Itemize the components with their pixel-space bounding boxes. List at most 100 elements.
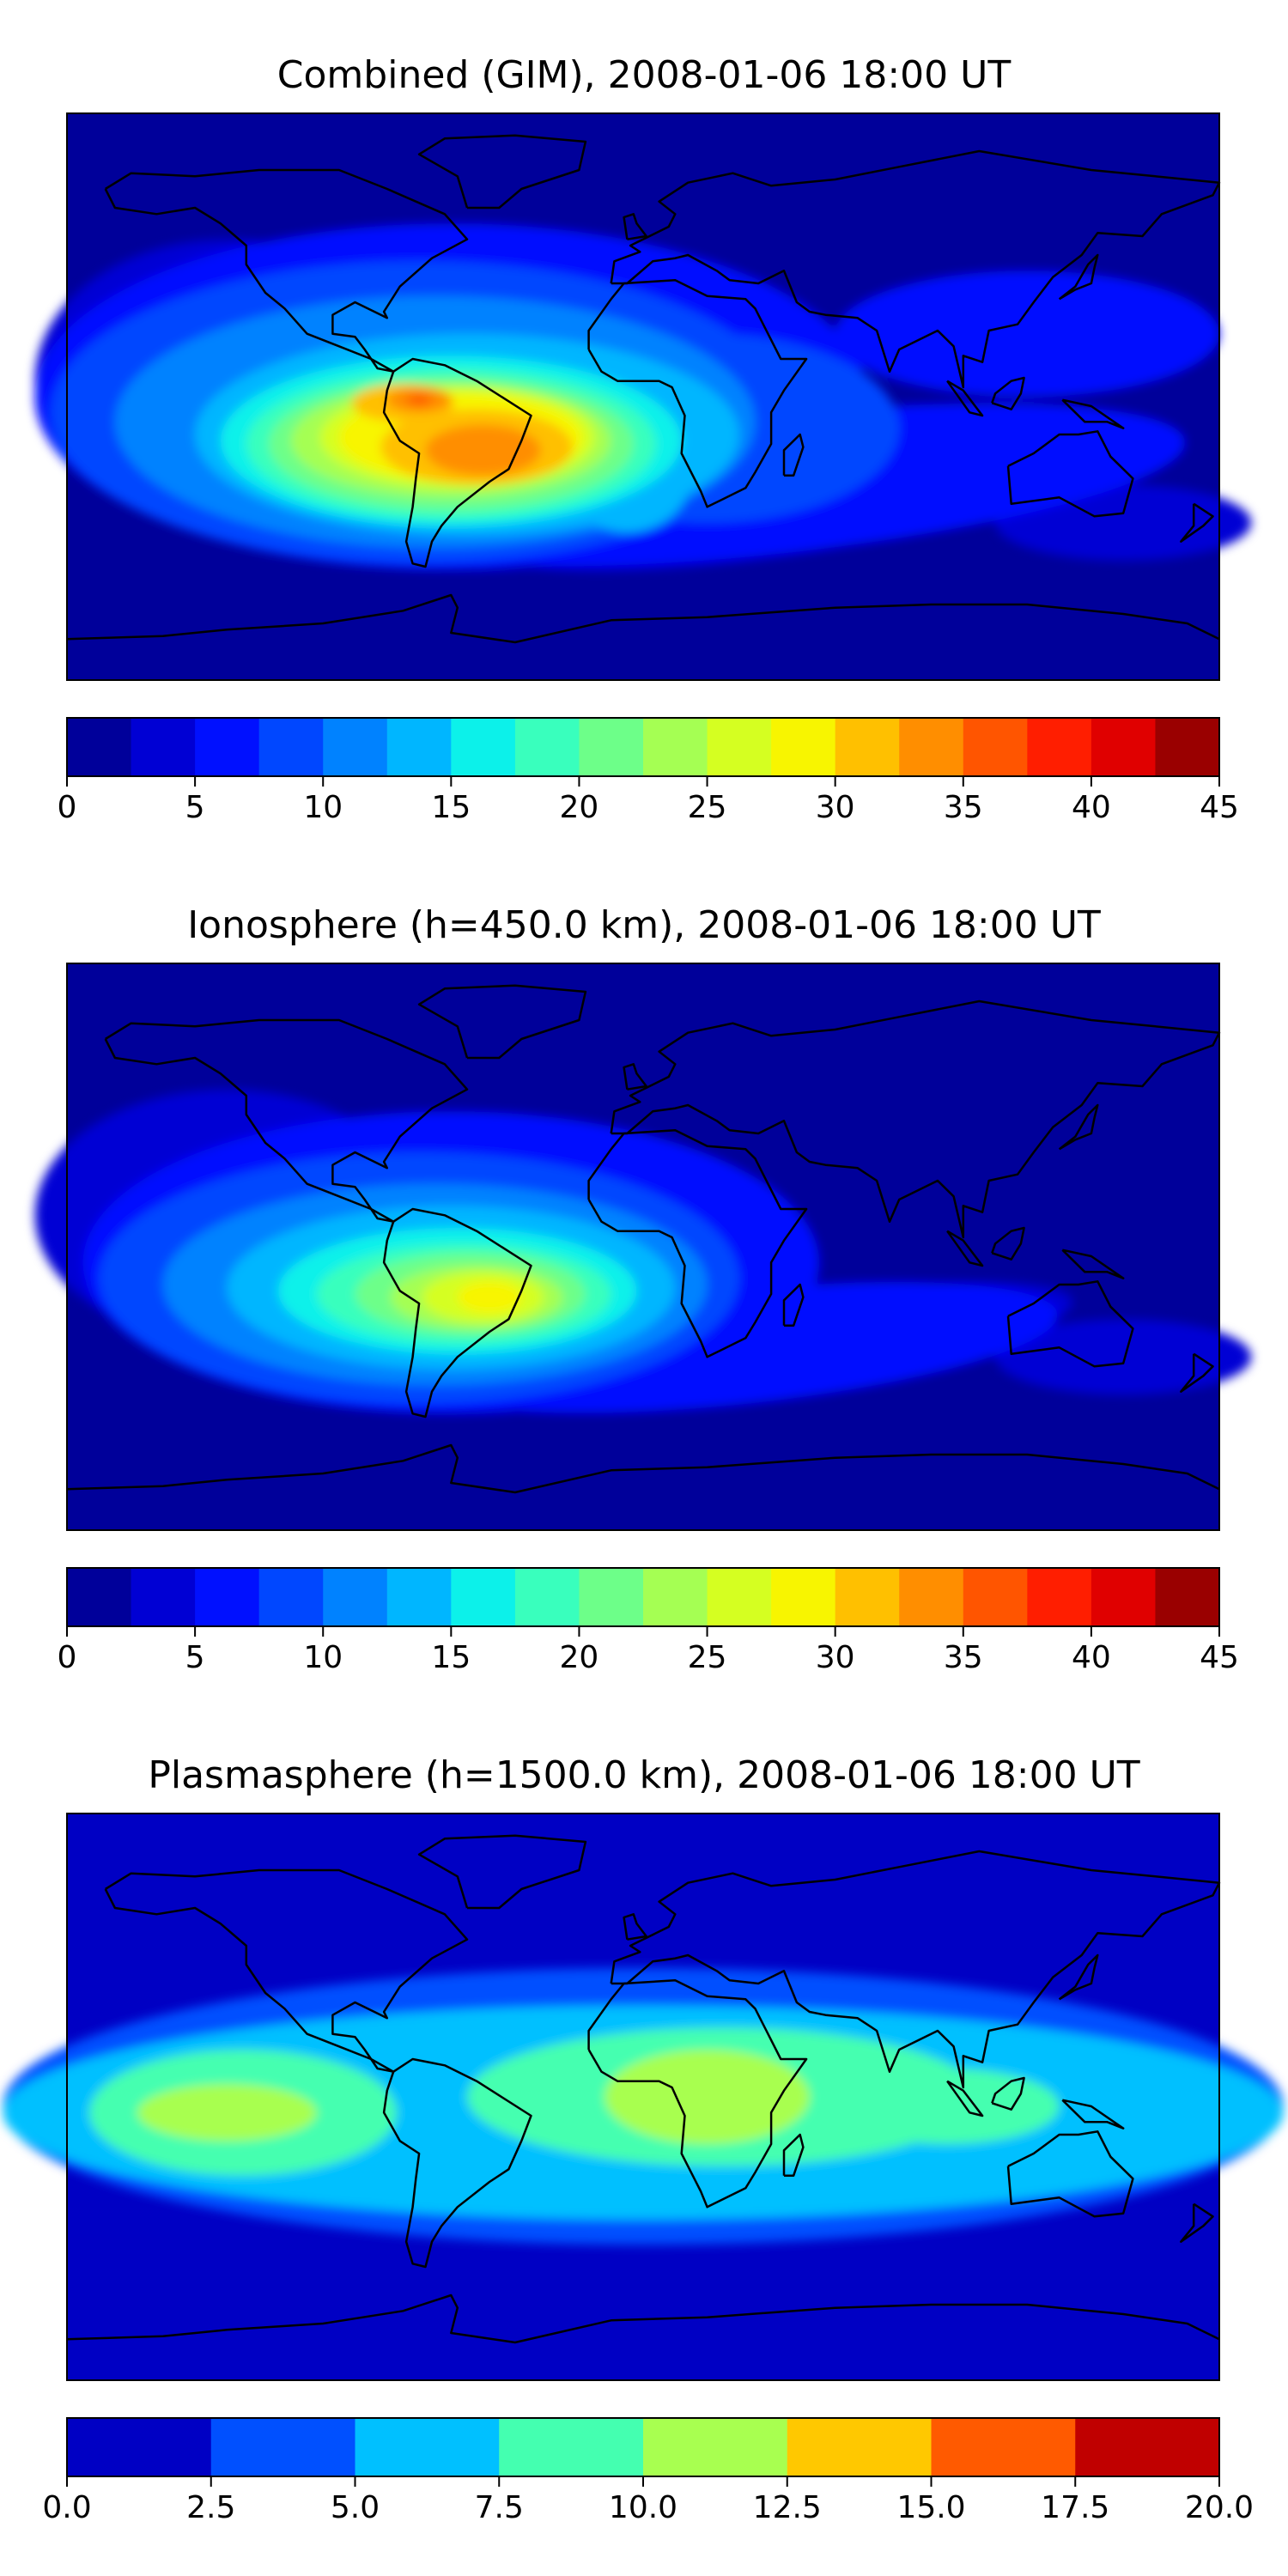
panel1-colorbar — [66, 717, 1220, 787]
panel2-colorbar-swatch-7 — [514, 1568, 580, 1626]
panel2-map-contour-10-0 — [457, 1281, 522, 1313]
panel3-map-coast-newGuinea — [1061, 2099, 1125, 2129]
panel3-map-coast-japan — [1058, 1953, 1099, 2001]
panel1-colorbar-swatch-3 — [258, 718, 324, 776]
panel2-colorbar-swatch-12 — [835, 1568, 900, 1626]
panel3-map-coast-africa — [587, 1979, 808, 2208]
panel3-map-coast-southAmerica — [382, 2057, 532, 2269]
panel2-map-frame — [66, 963, 1220, 1531]
panel3-colorbar-swatch-0 — [67, 2418, 212, 2476]
panel3-tick-label-6: 15.0 — [896, 2490, 966, 2525]
panel3-map-frame — [66, 1813, 1220, 2381]
panel1-tick-label-0: 0 — [57, 790, 77, 825]
panel2-tick-label-6: 30 — [815, 1640, 855, 1675]
panel1-colorbar-swatch-0 — [67, 718, 132, 776]
panel2-tick-label-7: 35 — [943, 1640, 983, 1675]
panel2-map-coast-africa — [587, 1129, 808, 1358]
panel2-colorbar-swatch-8 — [579, 1568, 644, 1626]
panel2-map-coastlines — [66, 984, 1221, 1494]
panel1-tick-label-3: 15 — [431, 790, 471, 825]
panel3-map-contour-2-2 — [835, 2069, 1060, 2144]
panel3-colorbar-swatch-3 — [499, 2418, 644, 2476]
panel2-tick-label-9: 45 — [1200, 1640, 1239, 1675]
panel1-tick-label-6: 30 — [815, 790, 855, 825]
panel1-tick-label-9: 45 — [1200, 790, 1239, 825]
panel2-colorbar-swatch-16 — [1091, 1568, 1156, 1626]
panel3-tick-label-3: 7.5 — [474, 2490, 524, 2525]
panel1-map-coast-newZealand — [1180, 502, 1214, 543]
panel2-colorbar-swatch-11 — [771, 1568, 836, 1626]
panel1-colorbar-swatch-4 — [323, 718, 388, 776]
panel2-map-contour-0-2 — [995, 1319, 1252, 1395]
panel1-colorbar-swatch-1 — [131, 718, 196, 776]
panel3-map-coast-greenland — [417, 1834, 587, 1910]
panel3-colorbar-swatch-4 — [643, 2418, 788, 2476]
panel2-tick-label-4: 20 — [559, 1640, 599, 1675]
panel2-colorbar-swatch-14 — [963, 1568, 1028, 1626]
panel1-map-contour-12-0 — [425, 425, 541, 476]
panel3-map-coast-madagascar — [782, 2133, 805, 2177]
panel3-map-coast-sumatra — [946, 2080, 984, 2117]
panel1-map-coast-japan — [1058, 253, 1099, 301]
panel1-map-contour-1-2 — [835, 270, 1219, 397]
panel3-tick-label-5: 12.5 — [752, 2490, 822, 2525]
panel3-title: Plasmasphere (h=1500.0 km), 2008-01-06 1… — [148, 1753, 1140, 1797]
panel2-colorbar-frame — [66, 1567, 1220, 1627]
panel2-map-coast-borneo — [991, 1226, 1025, 1261]
panel2-tick-label-2: 10 — [303, 1640, 343, 1675]
panel1-map-coast-southAmerica — [382, 357, 532, 568]
panel1-colorbar-swatch-9 — [643, 718, 708, 776]
panel1-colorbar-swatch-12 — [835, 718, 900, 776]
panel1-map-coast-europeAsia — [610, 149, 1221, 389]
panel1-map-coast-newGuinea — [1061, 398, 1125, 429]
panel1-title: Combined (GIM), 2008-01-06 18:00 UT — [276, 53, 1012, 97]
panel2-colorbar-swatch-15 — [1027, 1568, 1092, 1626]
panel1-colorbar-swatch-13 — [899, 718, 964, 776]
panel1-tick-label-8: 40 — [1071, 790, 1111, 825]
panel2-map-coast-newZealand — [1180, 1352, 1214, 1393]
panel2-map-coast-antarctica — [66, 1443, 1220, 1494]
panel2-colorbar-swatch-10 — [707, 1568, 772, 1626]
panel3-tick-label-2: 5.0 — [330, 2490, 380, 2525]
panel1-map-coastlines — [66, 134, 1221, 644]
panel2-colorbar-ticks: 0 5 10 15 20 25 30 35 40 45 — [0, 1640, 1288, 1683]
panel2-colorbar-swatch-4 — [323, 1568, 388, 1626]
panel1-tick-label-7: 35 — [943, 790, 983, 825]
panel1-map-coast-antarctica — [66, 593, 1220, 644]
panel1-colorbar-ticks: 0 5 10 15 20 25 30 35 40 45 — [0, 790, 1288, 833]
panel3-map-coast-northAmerica — [104, 1868, 469, 2073]
panel1-map-frame — [66, 112, 1220, 681]
panel1-map-coast-australia — [1006, 430, 1134, 518]
panel2-map-coast-sumatra — [946, 1230, 984, 1267]
panel2-title: Ionosphere (h=450.0 km), 2008-01-06 18:0… — [187, 903, 1101, 947]
panel3-tick-label-7: 17.5 — [1041, 2490, 1110, 2525]
panel1-tick-label-5: 25 — [687, 790, 727, 825]
panel3-colorbar-ticks: 0.0 2.5 5.0 7.5 10.0 12.5 15.0 17.5 20.0 — [0, 2490, 1288, 2533]
panel1-colorbar-swatch-15 — [1027, 718, 1092, 776]
panel1-map-coast-uk — [623, 213, 647, 240]
panel3-map-coast-australia — [1006, 2130, 1134, 2218]
panel2-colorbar-swatch-2 — [195, 1568, 260, 1626]
panel3-map-contour-3-0 — [137, 2084, 317, 2142]
panel3-map-coast-uk — [623, 1913, 647, 1941]
panel3-tick-label-1: 2.5 — [186, 2490, 236, 2525]
panel3-map-coast-europeAsia — [610, 1850, 1221, 2089]
panel2-map-coast-japan — [1058, 1103, 1099, 1151]
panel1-map-coast-sumatra — [946, 380, 984, 417]
panel2-map-coast-uk — [623, 1063, 647, 1091]
panel1-colorbar-swatch-10 — [707, 718, 772, 776]
panel2-map-coast-madagascar — [782, 1283, 805, 1327]
panel2-colorbar-swatch-5 — [386, 1568, 452, 1626]
panel1-map — [34, 112, 1252, 681]
panel2-map-coast-australia — [1006, 1280, 1134, 1368]
panel3-map-coastlines — [66, 1834, 1221, 2344]
panel1-map-coast-africa — [587, 279, 808, 508]
panel1-colorbar-swatch-11 — [771, 718, 836, 776]
panel1-colorbar-swatch-14 — [963, 718, 1028, 776]
panel1-colorbar-swatch-6 — [451, 718, 516, 776]
panel2-tick-label-8: 40 — [1071, 1640, 1111, 1675]
panel2-colorbar-swatch-3 — [258, 1568, 324, 1626]
panel3-tick-label-8: 20.0 — [1184, 2490, 1255, 2525]
panel2-map-coast-newGuinea — [1061, 1249, 1125, 1279]
panel2-map-coast-northAmerica — [104, 1018, 469, 1223]
